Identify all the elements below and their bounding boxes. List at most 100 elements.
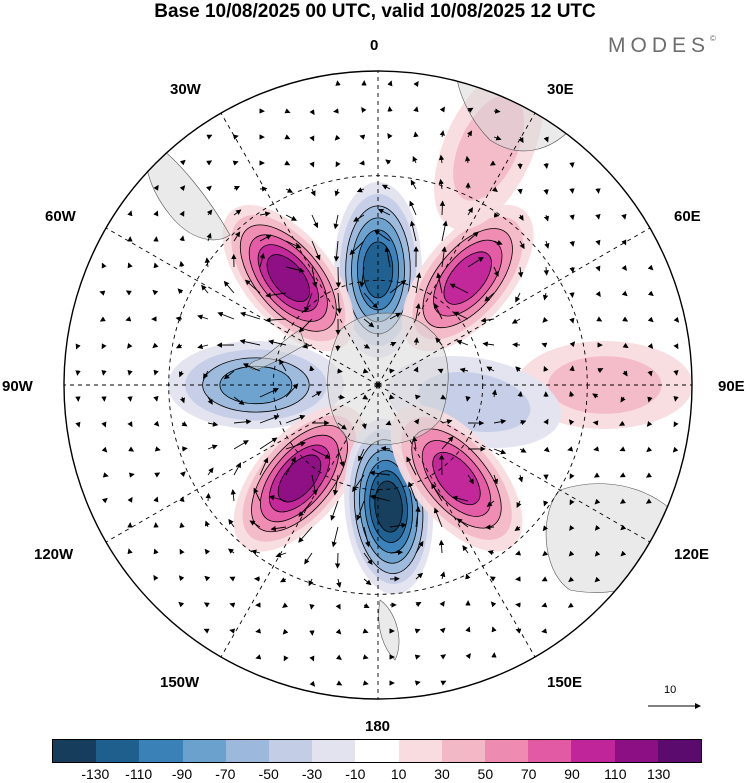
wind-vector	[335, 628, 342, 635]
colorbar-swatch	[657, 740, 702, 762]
wind-vector	[459, 367, 469, 373]
wind-vector	[333, 240, 340, 262]
brand-text: MODES	[608, 34, 711, 57]
wind-vector	[569, 162, 575, 168]
wind-vector	[592, 420, 599, 426]
wind-vector	[242, 363, 261, 372]
colorbar-swatch	[96, 740, 140, 762]
wind-vector	[285, 383, 299, 398]
map-title: Base 10/08/2025 00 UTC, valid 10/08/2025…	[154, 1, 596, 22]
wind-vector	[621, 264, 627, 271]
wind-vector	[439, 627, 446, 634]
wind-vector	[228, 518, 235, 528]
wind-vector	[223, 280, 235, 294]
wind-vector	[595, 239, 601, 246]
wind-vector	[489, 576, 496, 582]
wind-vector	[259, 234, 272, 242]
wind-vector	[362, 654, 369, 660]
wind-vector	[259, 211, 271, 217]
wind-vector	[462, 545, 469, 554]
wind-vector	[569, 317, 575, 324]
wind-vectors	[75, 80, 680, 687]
modes-logo: MODES©	[608, 34, 716, 58]
wind-vector	[543, 365, 549, 372]
wind-vector	[512, 342, 521, 348]
wind-vector	[440, 394, 447, 400]
wind-vector	[255, 654, 262, 660]
wind-vector	[673, 369, 679, 376]
wind-vector	[152, 289, 159, 296]
wind-vector	[197, 343, 209, 350]
colorbar-swatch	[528, 740, 572, 762]
wind-vector	[99, 316, 106, 322]
wind-vector	[331, 526, 339, 548]
wind-vector	[127, 496, 133, 503]
wind-vector	[285, 441, 306, 450]
wind-vector	[439, 600, 445, 607]
wind-vector	[511, 318, 521, 324]
wind-vector	[543, 188, 549, 195]
wind-vector	[569, 292, 575, 298]
wind-vector	[363, 526, 371, 548]
lon-label-0: 0	[370, 37, 379, 54]
wind-vector	[178, 575, 185, 582]
wind-vector	[153, 548, 159, 555]
wind-vector	[410, 179, 417, 190]
wind-vector	[514, 525, 521, 532]
wind-vector	[268, 495, 287, 502]
wind-vector	[467, 231, 479, 242]
wind-vector	[99, 290, 106, 296]
wind-vector	[285, 414, 306, 424]
wind-vector	[415, 303, 421, 320]
wind-vector	[311, 391, 322, 398]
colorbar-tick-label: -110	[125, 766, 153, 782]
wind-vector	[352, 474, 365, 493]
wind-vector	[414, 680, 421, 686]
wind-vector	[647, 343, 654, 350]
wind-vector	[406, 456, 417, 476]
wind-vector	[621, 290, 628, 297]
wind-vector	[233, 209, 242, 216]
wind-vector	[127, 548, 133, 555]
wind-vector	[594, 550, 601, 557]
wind-vector	[362, 628, 369, 634]
wind-vector	[541, 602, 548, 608]
wind-vector	[265, 292, 287, 298]
lon-label-150w: 150W	[160, 674, 200, 691]
wind-vector	[486, 500, 495, 507]
wind-vector	[491, 389, 498, 398]
wind-vector	[484, 292, 495, 302]
wind-vector	[206, 134, 213, 140]
wind-vector	[259, 457, 269, 476]
wind-vector	[284, 160, 291, 166]
wind-vector	[333, 214, 339, 230]
wind-vector	[515, 628, 522, 634]
wind-vector	[385, 420, 392, 426]
wind-vector	[178, 370, 184, 378]
wind-vector	[441, 220, 448, 242]
wind-vector	[647, 396, 653, 403]
wind-vector	[181, 446, 188, 452]
wind-vector	[435, 337, 443, 346]
wind-vector	[622, 370, 628, 377]
wind-vector	[233, 231, 241, 242]
wind-vector	[441, 246, 447, 268]
wind-vector	[361, 106, 367, 113]
lon-label-180: 180	[365, 718, 391, 735]
wind-vector	[270, 525, 287, 532]
wind-vector	[179, 548, 185, 555]
wind-vector	[518, 136, 524, 144]
wind-vector	[439, 106, 445, 113]
wind-vector	[359, 134, 366, 140]
wind-vector	[595, 265, 601, 272]
colorbar-swatch	[441, 740, 486, 762]
wind-vector	[519, 447, 527, 453]
wind-vector	[217, 311, 235, 320]
wind-vector	[101, 446, 108, 453]
wind-vector	[673, 343, 679, 350]
wind-vector	[433, 507, 443, 528]
wind-vector	[304, 292, 313, 313]
wind-vector	[203, 602, 210, 608]
wind-vector	[646, 421, 653, 427]
lon-label-60w: 60W	[45, 208, 76, 225]
